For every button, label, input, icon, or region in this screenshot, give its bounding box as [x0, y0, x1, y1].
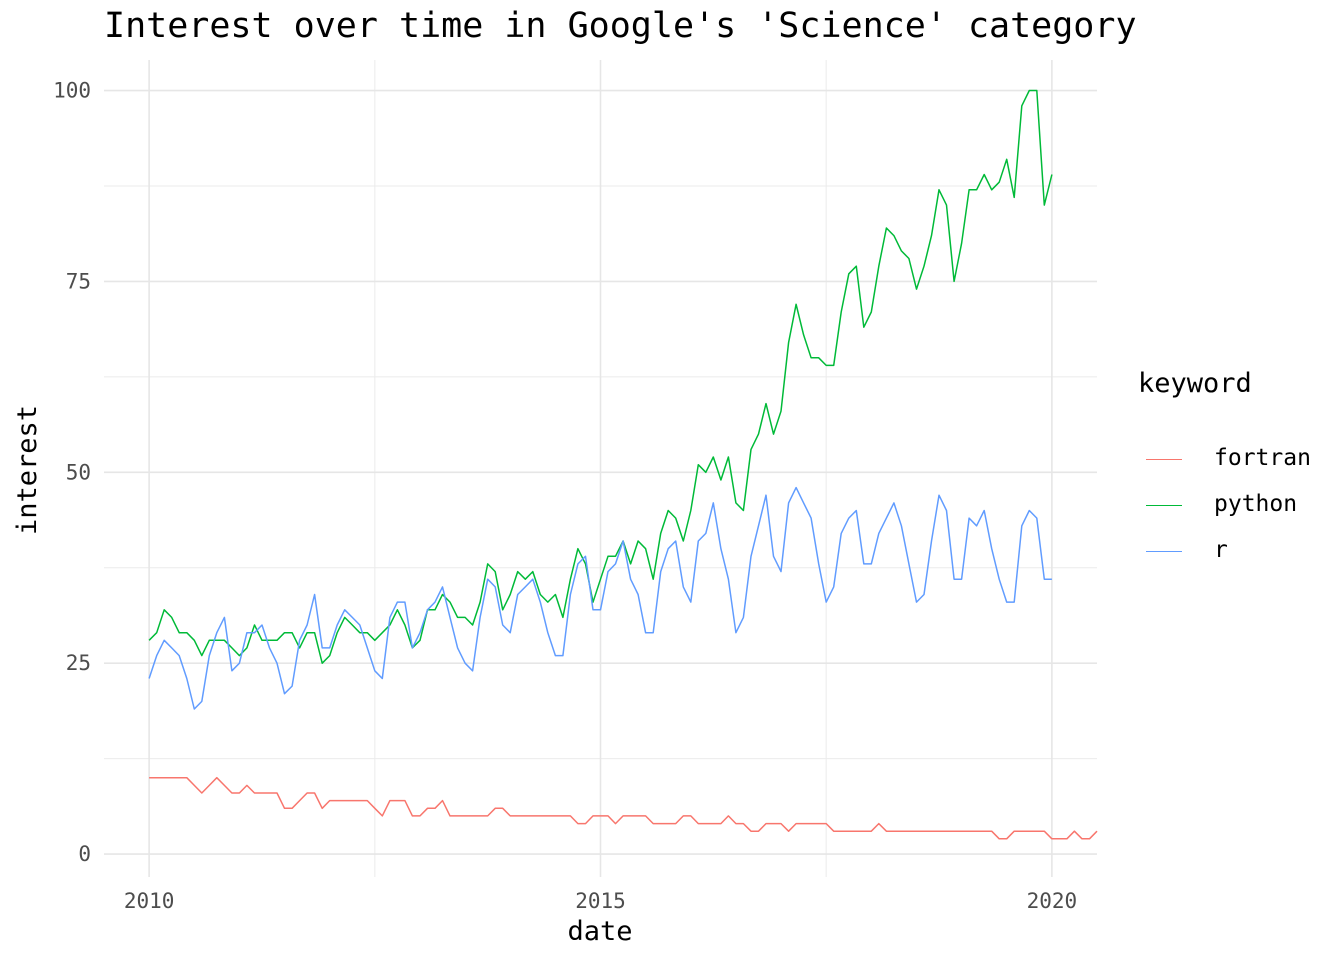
- y-tick-label: 50: [66, 460, 91, 484]
- series-line-r: [148, 486, 1052, 710]
- x-tick-label: 2020: [1027, 889, 1078, 913]
- legend-item-python: python: [1138, 483, 1297, 529]
- legend-title: keyword: [1138, 368, 1252, 399]
- y-axis-ticks: 0 25 50 75 100: [53, 79, 91, 867]
- x-axis-title: date: [567, 916, 632, 947]
- series-line-python: [148, 89, 1053, 664]
- y-tick-label: 0: [78, 842, 91, 866]
- y-tick-label: 100: [53, 79, 91, 103]
- legend-label: fortran: [1214, 445, 1311, 471]
- legend-items: fortran python r: [1138, 437, 1311, 575]
- x-tick-label: 2010: [124, 889, 175, 913]
- series-line-fortran: [149, 776, 1098, 840]
- y-tick-label: 25: [66, 651, 91, 675]
- x-axis-ticks: 2010 2015 2020: [124, 889, 1077, 913]
- y-axis-title: interest: [12, 405, 43, 535]
- legend-label: python: [1214, 491, 1298, 517]
- series-lines: [148, 89, 1098, 840]
- legend-key: [1146, 505, 1182, 506]
- x-tick-label: 2015: [575, 889, 626, 913]
- grid: [104, 60, 1097, 877]
- legend-key: [1146, 551, 1182, 552]
- legend-label: r: [1214, 537, 1228, 563]
- legend: keyword fortran python r: [1138, 368, 1311, 575]
- legend-item-r: r: [1138, 529, 1252, 575]
- chart-title: Interest over time in Google's 'Science'…: [104, 6, 1137, 46]
- legend-key: [1146, 459, 1182, 460]
- y-tick-label: 75: [66, 269, 91, 293]
- legend-item-fortran: fortran: [1138, 437, 1311, 483]
